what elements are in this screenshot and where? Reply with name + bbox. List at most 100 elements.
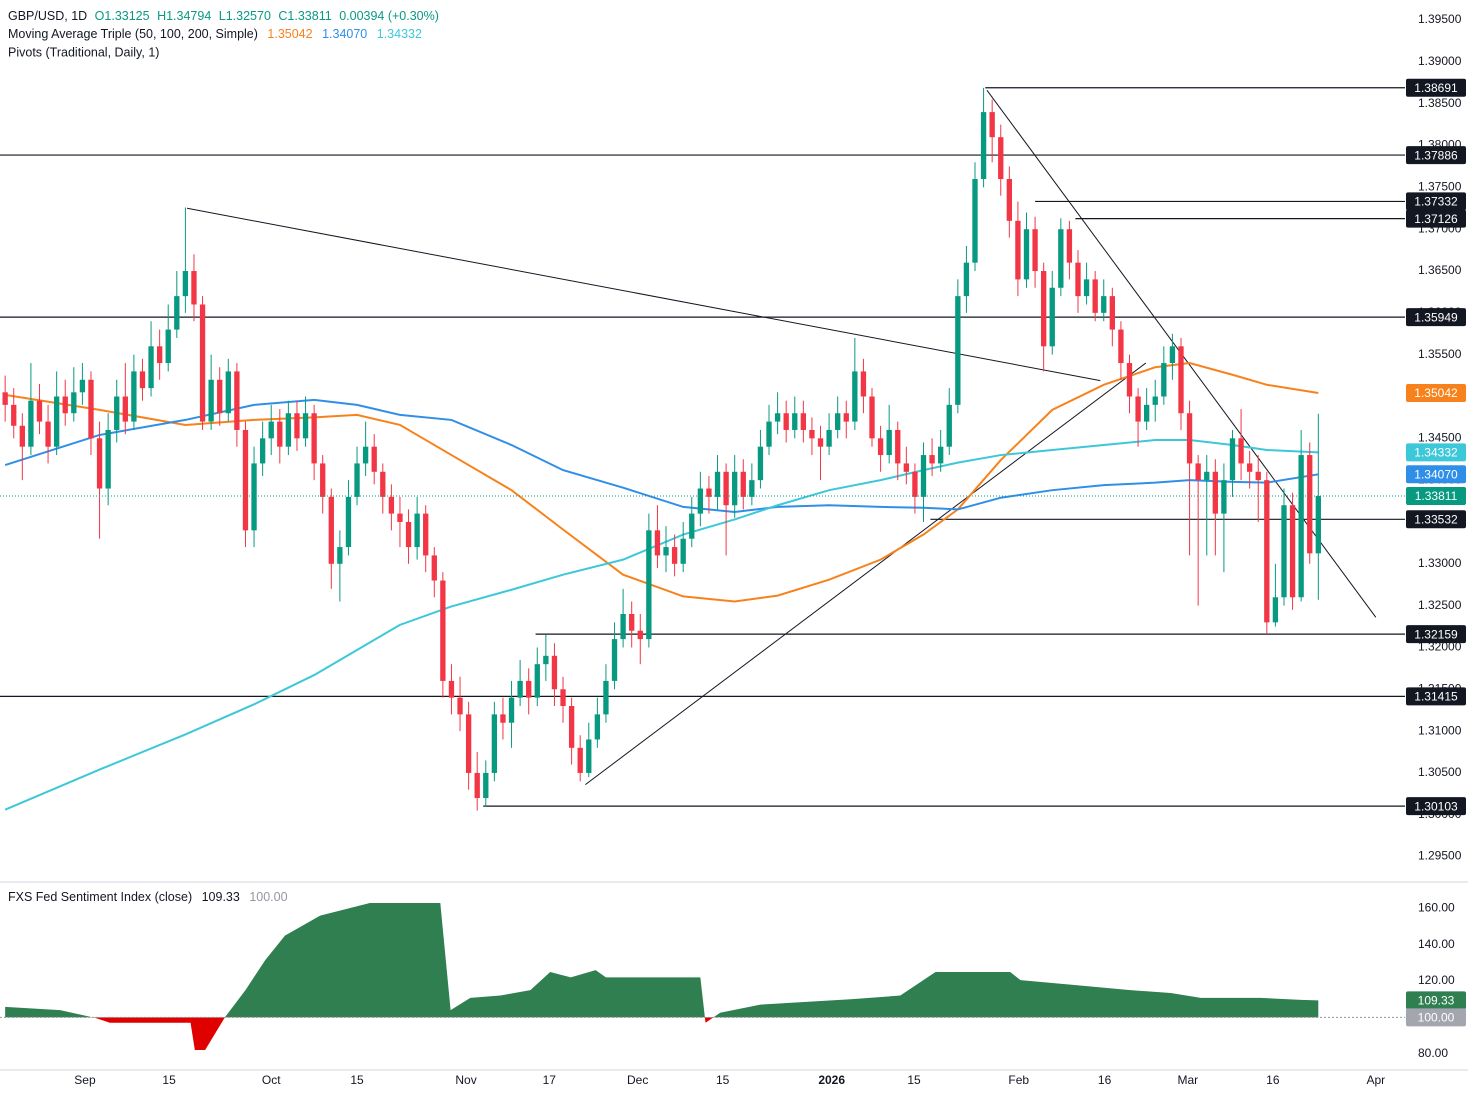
x-tick-label: 15 — [716, 1073, 730, 1087]
candle-body — [1109, 296, 1115, 330]
candle-body — [474, 772, 480, 799]
candle-body — [11, 404, 17, 426]
ma-value: 1.34070 — [322, 27, 367, 41]
candle-body — [766, 421, 772, 447]
candle-body — [1229, 438, 1236, 481]
candle-body — [560, 689, 566, 707]
candle-body — [526, 680, 532, 698]
indicator-baseline: 100.00 — [249, 890, 287, 904]
axis-badge — [1406, 991, 1466, 1010]
candle-body — [946, 404, 952, 447]
candle-body — [800, 413, 807, 430]
axis-badge-label: 1.34070 — [1414, 467, 1458, 481]
candle-body — [431, 555, 437, 581]
candle-body — [989, 112, 995, 138]
sentiment-area-negative — [5, 1017, 1319, 1051]
candle-body — [337, 547, 343, 564]
y-tick-label: 1.39500 — [1418, 12, 1462, 26]
candle-body — [646, 530, 652, 640]
trendline — [585, 362, 1147, 786]
candle-body — [774, 413, 781, 422]
candle-body — [79, 379, 86, 393]
ohlc-close: C1.33811 — [278, 9, 331, 23]
y-tick-label: 1.31000 — [1418, 723, 1462, 737]
plot-layer: Sep 15 Oct 15 Nov 17 Dec 15 2026 15 Feb 16 Mar 16 Apr 1… — [0, 12, 1466, 1087]
y-tick-label: 1.30500 — [1418, 765, 1462, 779]
candle-body — [320, 463, 326, 497]
axis-badge — [1406, 1008, 1466, 1027]
axis-badge-label: 1.30103 — [1414, 799, 1458, 813]
axis-badge — [1406, 308, 1466, 327]
candle-body — [508, 697, 515, 723]
candle-body — [1049, 287, 1055, 347]
candle-body — [1092, 279, 1098, 313]
legend-ma: Moving Average Triple (50, 100, 200, Sim… — [8, 27, 422, 41]
candle-body — [156, 346, 163, 364]
candle-body — [783, 413, 789, 430]
candle-body — [1083, 279, 1090, 297]
candle-body — [1221, 480, 1227, 514]
indicator-name: FXS Fed Sentiment Index (close) — [8, 890, 192, 904]
y-tick-label: 1.36500 — [1418, 263, 1462, 277]
candle-body — [1186, 413, 1193, 464]
candle-body — [174, 296, 180, 330]
candle-body — [826, 429, 832, 447]
candle-body — [371, 446, 377, 472]
x-tick-label: Apr — [1366, 1073, 1385, 1087]
ma-value: 1.34332 — [377, 27, 422, 41]
candle-body — [294, 413, 300, 439]
candle-body — [345, 496, 352, 548]
x-tick-label: 15 — [350, 1073, 364, 1087]
candle-body — [285, 413, 292, 447]
ma-name: Moving Average Triple (50, 100, 200, Sim… — [8, 27, 258, 41]
y-tick-label: 80.00 — [1418, 1046, 1448, 1060]
candle-body — [895, 429, 901, 464]
x-tick-label: Sep — [74, 1073, 96, 1087]
axis-badge-label: 1.37886 — [1414, 148, 1458, 162]
candle-body — [1281, 505, 1287, 598]
candle-body — [457, 697, 463, 715]
candle-body — [620, 613, 626, 640]
axis-badge — [1406, 510, 1466, 529]
sentiment-area — [5, 902, 1319, 1018]
y-tick-label: 1.37500 — [1418, 180, 1462, 194]
x-tick-label: 15 — [162, 1073, 176, 1087]
candle-body — [1075, 262, 1081, 297]
candle-body — [732, 471, 738, 506]
candle-body — [242, 429, 249, 531]
candle-body — [354, 463, 360, 497]
candle-body — [1246, 463, 1253, 472]
candle-body — [483, 772, 489, 799]
candle-body — [903, 463, 910, 472]
x-tick-label: 16 — [1266, 1073, 1280, 1087]
axis-badge-label: 1.37332 — [1414, 195, 1458, 209]
candle-body — [36, 400, 43, 422]
candle-body — [740, 471, 746, 497]
candle-body — [423, 513, 429, 556]
candle-body — [1152, 396, 1158, 405]
candle-body — [1264, 480, 1270, 623]
candle-body — [1041, 271, 1047, 347]
candle-body — [1195, 463, 1201, 481]
candle-body — [792, 413, 798, 430]
axis-badge — [1406, 625, 1466, 644]
axis-badge — [1406, 687, 1466, 706]
x-tick-label: 17 — [543, 1073, 557, 1087]
candle-body — [1143, 404, 1150, 422]
candle-body — [122, 396, 128, 422]
candle-body — [920, 455, 927, 497]
candle-body — [671, 547, 678, 564]
candle-body — [19, 425, 25, 447]
y-tick-label: 1.34500 — [1418, 430, 1462, 444]
axis-badge — [1406, 797, 1466, 816]
candle-body — [148, 346, 154, 389]
candle-body — [268, 421, 274, 439]
candle-body — [45, 421, 51, 447]
candle-body — [328, 496, 334, 564]
candle-body — [380, 471, 386, 497]
candle-body — [28, 400, 34, 447]
legend-sentiment: FXS Fed Sentiment Index (close) 109.33 1… — [8, 890, 288, 904]
candle-body — [225, 371, 231, 414]
